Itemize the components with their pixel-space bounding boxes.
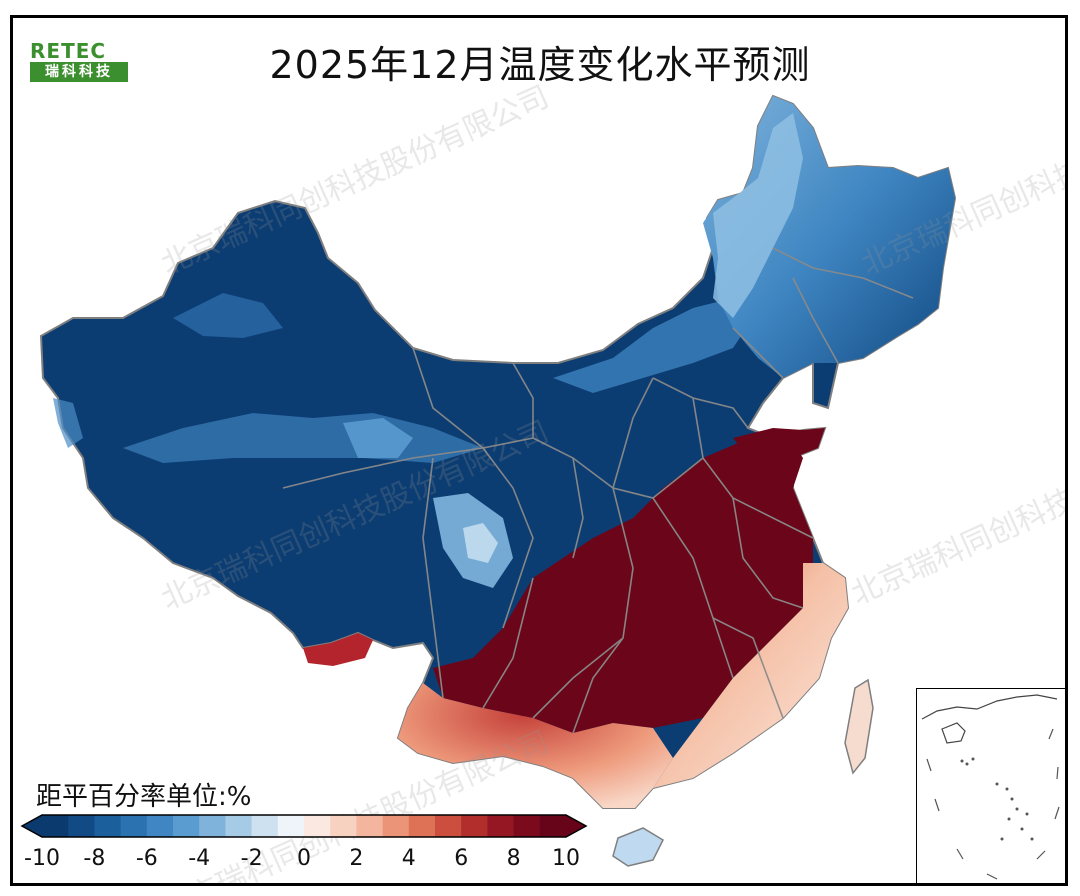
- legend-tick-label: -4: [188, 846, 211, 871]
- southeast-warm-gradient: [653, 563, 848, 788]
- inset-hainan: [941, 722, 966, 744]
- legend-tick-label: 6: [454, 846, 469, 871]
- legend-tick-label: -6: [135, 846, 158, 871]
- legend-swatch: [225, 815, 253, 837]
- hainan-island: [612, 827, 664, 867]
- temperature-anomaly-map: [39, 94, 957, 867]
- legend-swatch: [304, 815, 331, 837]
- legend-swatch: [120, 815, 148, 837]
- legend-swatch: [539, 815, 567, 837]
- qaidam-cold-spot: [343, 418, 413, 458]
- legend-swatch: [487, 815, 515, 837]
- legend-unit-label: 距平百分率单位:%: [36, 782, 252, 812]
- legend-swatch: [435, 815, 462, 837]
- inset-coastline: [921, 694, 1058, 720]
- tarim-cold-band: [173, 293, 283, 338]
- legend-swatch: [146, 815, 174, 837]
- province-borders: [282, 247, 914, 734]
- shandong-warm-zone: [733, 428, 825, 463]
- greater-khingan-light-band: [713, 113, 803, 318]
- legend-tick-label: 2: [349, 846, 364, 871]
- legend-swatch: [42, 815, 69, 837]
- south-warm-zone: [433, 436, 813, 733]
- legend-tick-label: -2: [240, 846, 263, 871]
- legend-swatch: [277, 815, 305, 837]
- logo-brand: RETEC: [30, 39, 107, 63]
- legend-swatch: [513, 815, 541, 837]
- legend-swatch: [173, 815, 200, 837]
- legend-tick-label: -10: [24, 846, 60, 871]
- map-frame: 北京瑞科同创科技股份有限公司 北京瑞科同创科技股份有限公司 北京瑞科同创科技股份…: [10, 15, 1068, 886]
- taiwan-island: [844, 678, 874, 775]
- sichuan-core-spot: [463, 523, 498, 563]
- color-legend-bar: [20, 814, 588, 838]
- west-edge-cold: [53, 398, 83, 448]
- legend-swatch: [94, 815, 122, 837]
- legend-swatch: [356, 815, 384, 837]
- inset-islands: [960, 757, 1034, 841]
- south-china-sea-inset: [916, 688, 1065, 883]
- legend-swatch: [408, 815, 436, 837]
- tibet-warm-strip: [303, 633, 373, 666]
- southwest-warm-gradient: [398, 683, 673, 808]
- inset-dash-line: [926, 728, 1060, 880]
- legend-outline: [20, 814, 588, 838]
- legend-tick-label: 0: [297, 846, 311, 871]
- logo-name: 瑞科科技: [30, 62, 128, 82]
- inset-map: [921, 694, 1060, 880]
- legend-min-arrow: [22, 815, 42, 837]
- map-title: 2025年12月温度变化水平预测: [269, 43, 811, 87]
- legend-swatch: [251, 815, 279, 837]
- retec-logo: RETEC 瑞科科技: [30, 40, 128, 84]
- inner-mongolia-cold-band: [553, 298, 753, 393]
- legend-tick-label: 10: [552, 846, 580, 871]
- legend-swatch: [461, 815, 488, 837]
- legend-swatch: [68, 815, 95, 837]
- legend-swatch: [382, 815, 410, 837]
- legend-tick-label: 4: [401, 846, 416, 871]
- legend-tick-label: 8: [506, 846, 521, 871]
- legend-max-arrow: [566, 815, 586, 837]
- legend-swatch: [330, 815, 357, 837]
- legend-tick-label: -8: [83, 846, 106, 871]
- legend-swatch: [199, 815, 226, 837]
